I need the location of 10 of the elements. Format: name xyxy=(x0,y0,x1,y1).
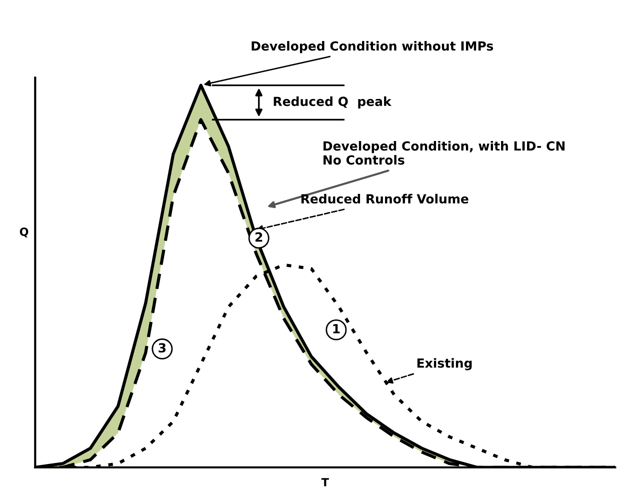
text: Developed Condition without IMPs xyxy=(252,41,494,54)
annotation: Existing xyxy=(417,358,472,370)
y-axis-title: Q xyxy=(20,228,28,238)
annotation: Developed Condition, with LID- CN No Controls xyxy=(324,141,565,165)
annotation: 2 xyxy=(256,232,262,242)
annotation: Reduced Q peak xyxy=(274,96,392,109)
annotation: Reduced Runoff Volume xyxy=(301,194,468,204)
x-axis-title: T xyxy=(321,478,329,486)
annotation: 1 xyxy=(333,324,340,334)
annotation: 3 xyxy=(158,343,166,353)
